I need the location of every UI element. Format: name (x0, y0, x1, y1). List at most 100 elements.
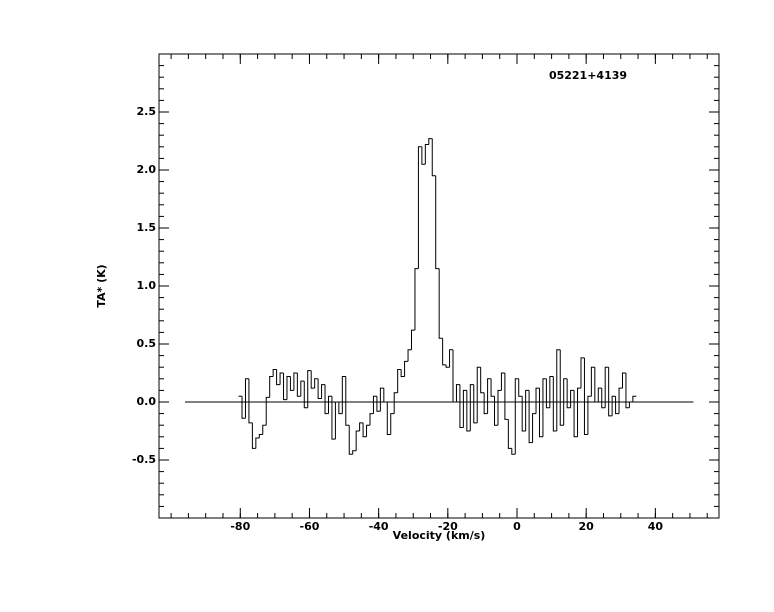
spectrum-step (601, 388, 606, 409)
y-tick-label: 2.0 (137, 163, 157, 176)
spectrum-step (248, 378, 253, 424)
spectrum-step (497, 389, 502, 426)
spectrum-step (241, 396, 246, 419)
spectrum-step (525, 389, 530, 431)
x-tick-label: -60 (300, 520, 320, 533)
spectrum-step (469, 384, 474, 431)
y-tick-label: 0.0 (137, 395, 157, 408)
spectrum-step (608, 367, 613, 417)
spectrum-step (404, 360, 409, 377)
spectrum-step (369, 413, 374, 426)
spectrum-step (352, 450, 357, 455)
spectrum-step (566, 378, 571, 409)
spectrum-step (618, 387, 623, 414)
spectrum-step (355, 430, 360, 451)
spectrum-step (580, 357, 585, 389)
spectrum-step (431, 138, 436, 177)
spectrum-step (428, 138, 433, 145)
spectrum-step (317, 378, 322, 400)
x-tick-label: -40 (369, 520, 389, 533)
spectrum-step (490, 378, 495, 397)
spectrum-step (307, 370, 312, 408)
spectrum-step (417, 146, 422, 269)
spectrum-step (411, 329, 415, 350)
spectrum-step (573, 390, 578, 438)
spectrum-step (438, 268, 443, 339)
y-axis-label: TA* (K) (95, 264, 108, 307)
spectrum-step (528, 390, 533, 444)
spectrum-step (518, 378, 523, 397)
spectrum-step (397, 369, 402, 393)
spectrum-step (480, 367, 485, 394)
y-tick-label: 0.5 (137, 337, 157, 350)
spectrum-step (504, 373, 509, 420)
spectrum-step (341, 375, 346, 414)
spectrum-step (604, 366, 609, 408)
spectrum-step (545, 378, 550, 409)
chart-title: 05221+4139 (549, 69, 627, 82)
spectrum-step (556, 349, 561, 431)
spectrum-step (452, 349, 457, 403)
spectrum-step (338, 402, 343, 415)
spectrum-step (628, 401, 633, 408)
spectrum-step (262, 424, 267, 435)
spectrum-step (549, 375, 554, 408)
spectrum-step (372, 395, 377, 414)
spectrum-step (303, 381, 308, 409)
spectrum-step (542, 378, 547, 437)
spectrum-step (500, 372, 505, 391)
spectrum-step (507, 419, 512, 449)
y-tick-label: -0.5 (132, 453, 156, 466)
spectrum-step (594, 367, 599, 403)
spectrum-step (348, 425, 353, 455)
spectrum-step (366, 424, 370, 437)
spectrum-step (587, 395, 592, 435)
spectrum-step (321, 384, 326, 399)
spectrum-step (632, 395, 637, 402)
x-tick-label: 40 (648, 520, 664, 533)
spectrum-step (407, 349, 412, 362)
spectrum-step (455, 384, 460, 402)
spectrum-step (621, 372, 626, 389)
spectrum-step (393, 392, 398, 414)
spectrum-step (379, 387, 384, 412)
x-tick-label: -20 (438, 520, 458, 533)
spectrum-step (362, 422, 367, 438)
y-tick-label: 1.0 (137, 279, 157, 292)
y-tick-label: 1.5 (137, 221, 157, 234)
spectrum-step (625, 373, 630, 409)
spectrum-step (386, 402, 391, 435)
spectrum-step (400, 369, 405, 377)
spectrum-step (559, 349, 564, 426)
spectrum-step (258, 433, 263, 438)
spectrum-step (615, 396, 620, 415)
spectrum-step (283, 373, 287, 401)
spectrum-step (487, 378, 492, 414)
spectrum-step (570, 389, 575, 408)
spectrum-step (462, 389, 467, 428)
spectrum-step (583, 357, 588, 435)
spectrum-step (310, 370, 315, 389)
spectrum-step (442, 338, 447, 366)
spectrum-step (390, 413, 395, 435)
spectrum-step (345, 376, 350, 426)
x-axis-label: Velocity (km/s) (393, 529, 486, 542)
spectrum-step (476, 366, 481, 423)
spectrum-step (445, 364, 450, 368)
spectrum-step (459, 384, 464, 429)
spectrum-step (276, 369, 281, 386)
spectrum-step (473, 384, 478, 424)
spectrum-step (511, 448, 516, 455)
spectrum-step (383, 388, 388, 403)
spectrum-step (293, 372, 298, 391)
spectrum-step (421, 146, 426, 165)
spectrum-step (532, 413, 537, 443)
spectrum-step (563, 378, 568, 426)
spectrum-step (244, 378, 249, 419)
spectrum-step (435, 175, 440, 270)
spectrum-step (279, 372, 284, 385)
spectrum-step (424, 143, 429, 165)
x-tick-label: 0 (513, 520, 521, 533)
spectrum-step (300, 380, 305, 397)
